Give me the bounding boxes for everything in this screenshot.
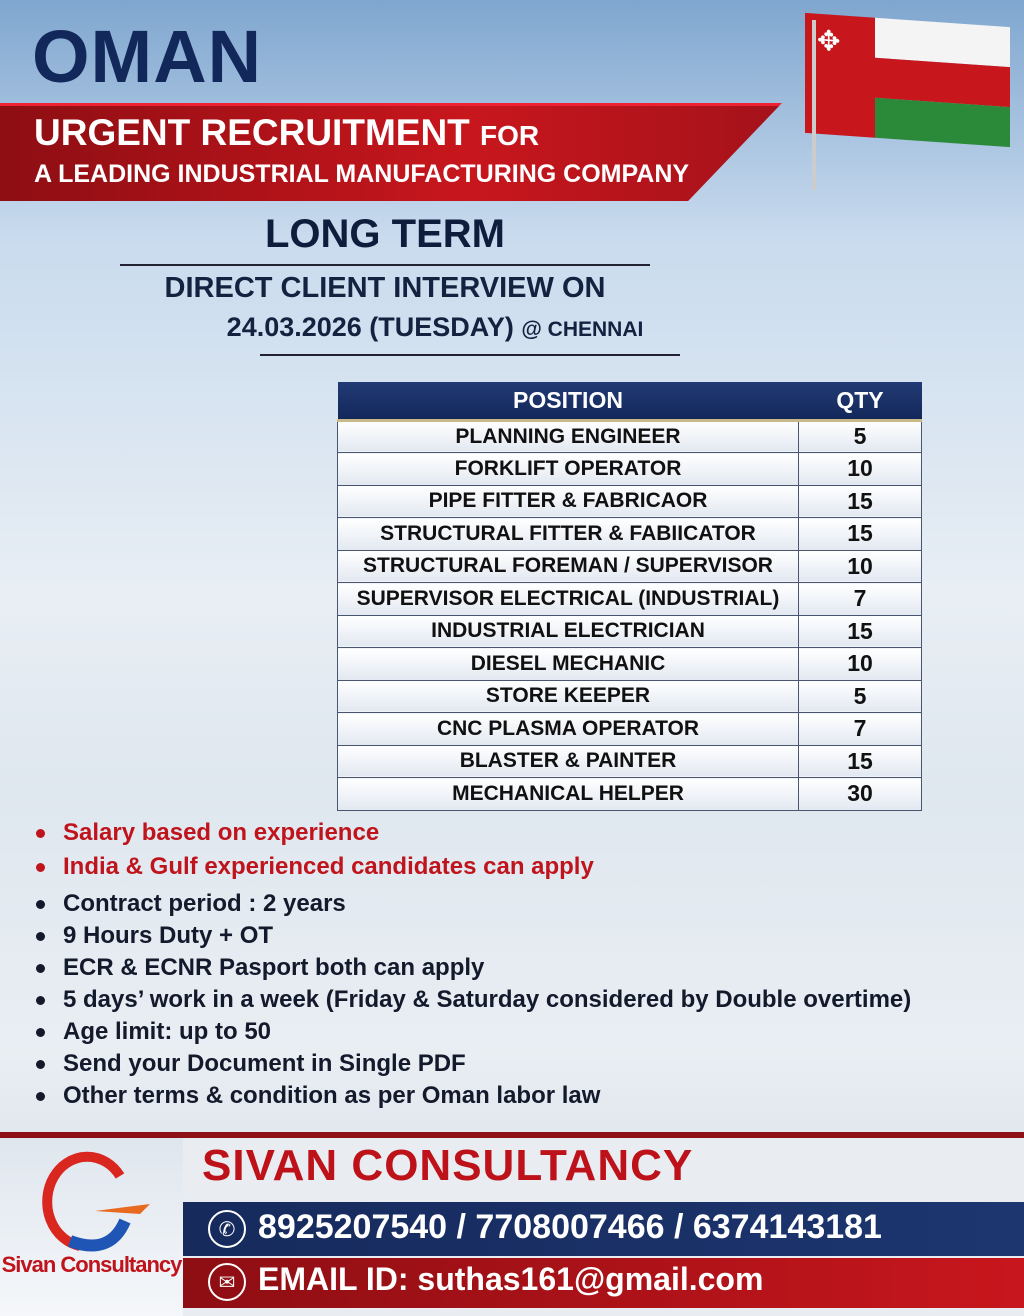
interview-date: 24.03.2026 (TUESDAY) @ CHENNAI [226,312,644,342]
logo-text: Sivan Consultancy [1,1252,183,1277]
phone-numbers[interactable]: 8925207540 / 7708007466 / 6374143181 [258,1208,882,1246]
table-row: PLANNING ENGINEER 5 [337,419,922,453]
position-cell: MECHANICAL HELPER [337,777,799,811]
qty-cell: 15 [798,484,922,518]
qty-cell: 15 [798,614,922,648]
country-title: OMAN [32,15,263,98]
banner-subheadline: A LEADING INDUSTRIAL MANUFACTURING COMPA… [34,160,690,188]
table-row: DIESEL MECHANIC 10 [337,647,922,681]
list-item: Send your Document in Single PDF [36,1048,911,1080]
list-item: Contract period : 2 years [36,888,911,920]
position-cell: SUPERVISOR ELECTRICAL (INDUSTRIAL) [337,582,799,616]
qty-cell: 15 [798,744,922,778]
list-item: India & Gulf experienced candidates can … [36,851,594,883]
table-row: PIPE FITTER & FABRICAOR 15 [337,484,922,518]
position-cell: FORKLIFT OPERATOR [337,452,799,486]
email-band [183,1258,1024,1308]
table-row: MECHANICAL HELPER 30 [337,777,922,811]
list-item: 5 days’ work in a week (Friday & Saturda… [36,984,911,1016]
table-row: STORE KEEPER 5 [337,679,922,713]
terms-list: Contract period : 2 years 9 Hours Duty +… [36,888,911,1112]
term-heading: LONG TERM [265,212,505,256]
email-icon: ✉ [208,1263,246,1301]
position-cell: STORE KEEPER [337,679,799,713]
email-address[interactable]: EMAIL ID: suthas161@gmail.com [258,1261,764,1297]
position-cell: STRUCTURAL FITTER & FABIICATOR [337,517,799,551]
qty-cell: 10 [798,549,922,583]
qty-cell: 10 [798,452,922,486]
logo-plane-icon [42,1151,150,1252]
recruitment-banner [0,103,782,201]
interview-heading: DIRECT CLIENT INTERVIEW ON [164,272,606,304]
company-logo [0,1138,183,1316]
oman-flag-icon: ✥ [805,12,1010,148]
divider [120,264,650,266]
qty-cell: 10 [798,647,922,681]
qty-cell: 30 [798,777,922,811]
qty-cell: 5 [798,419,922,453]
list-item: Other terms & condition as per Oman labo… [36,1080,911,1112]
company-name: SIVAN CONSULTANCY [202,1141,694,1190]
phone-band [183,1202,1024,1256]
table-row: CNC PLASMA OPERATOR 7 [337,712,922,746]
divider [260,354,680,356]
highlights-list: Salary based on experience India & Gulf … [36,817,594,883]
list-item: 9 Hours Duty + OT [36,920,911,952]
qty-cell: 15 [798,517,922,551]
position-cell: BLASTER & PAINTER [337,744,799,778]
position-header: POSITION [337,382,799,422]
position-cell: CNC PLASMA OPERATOR [337,712,799,746]
phone-icon: ✆ [208,1210,246,1248]
list-item: ECR & ECNR Pasport both can apply [36,952,911,984]
table-row: INDUSTRIAL ELECTRICIAN 15 [337,614,922,648]
qty-cell: 7 [798,712,922,746]
position-cell: PIPE FITTER & FABRICAOR [337,484,799,518]
table-row: FORKLIFT OPERATOR 10 [337,452,922,486]
table-row: STRUCTURAL FITTER & FABIICATOR 15 [337,517,922,551]
list-item: Age limit: up to 50 [36,1016,911,1048]
table-row: SUPERVISOR ELECTRICAL (INDUSTRIAL) 7 [337,582,922,616]
table-row: STRUCTURAL FOREMAN / SUPERVISOR 10 [337,549,922,583]
position-cell: DIESEL MECHANIC [337,647,799,681]
table-row: BLASTER & PAINTER 15 [337,744,922,778]
qty-header: QTY [798,382,922,422]
positions-table: POSITION QTY PLANNING ENGINEER 5 FORKLIFT … [337,382,922,811]
qty-cell: 5 [798,679,922,713]
qty-cell: 7 [798,582,922,616]
list-item: Salary based on experience [36,817,594,849]
position-cell: INDUSTRIAL ELECTRICIAN [337,614,799,648]
position-cell: PLANNING ENGINEER [337,419,799,453]
position-cell: STRUCTURAL FOREMAN / SUPERVISOR [337,549,799,583]
banner-headline: URGENT RECRUITMENT FOR [34,112,540,153]
